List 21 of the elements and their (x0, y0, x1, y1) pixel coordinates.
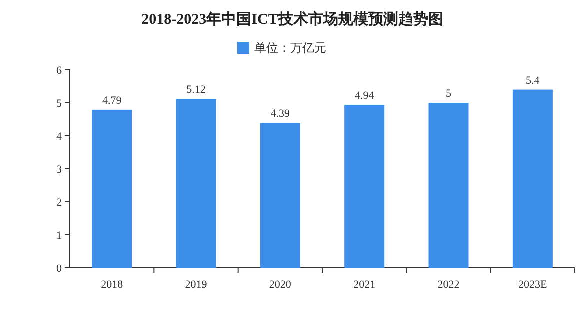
xtick: 2021 (354, 279, 376, 291)
xtick: 2018 (101, 279, 124, 291)
data-label: 4.39 (270, 108, 290, 120)
title: 2018-2023年中国ICT技术市场规模预测趋势图 (142, 12, 444, 28)
ytick: 6 (56, 65, 62, 77)
xtick: 2019 (185, 279, 208, 291)
xtick: 2023E (518, 279, 548, 291)
ytick: 1 (56, 230, 62, 242)
ytick: 3 (56, 164, 62, 176)
ytick: 0 (56, 263, 62, 275)
xtick: 2020 (269, 279, 292, 291)
ytick: 5 (56, 98, 62, 110)
data-label: 5 (446, 88, 452, 100)
data-label: 4.94 (354, 90, 374, 102)
xtick: 2022 (438, 279, 460, 291)
data-label: 5.4 (526, 74, 540, 87)
ytick: 4 (56, 131, 62, 143)
data-label: 5.12 (186, 84, 206, 96)
ytick: 2 (56, 197, 62, 209)
data-label: 4.79 (102, 94, 122, 107)
legend: 单位：万亿元 (254, 41, 326, 55)
